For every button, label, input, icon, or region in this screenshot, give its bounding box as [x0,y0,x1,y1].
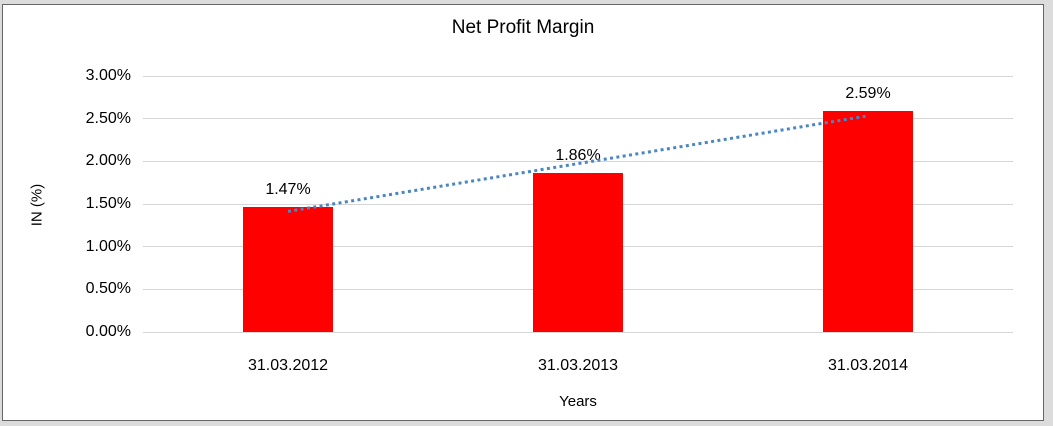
y-axis-tick-label: 0.50% [85,280,131,298]
y-axis-tick-label: 2.50% [85,109,131,127]
plot-area: 1.47% 1.86% 2.59% [143,75,1013,333]
y-axis-tick-label: 1.00% [85,237,131,255]
x-axis-title: Years [559,393,597,410]
x-axis: 31.03.2012 31.03.2013 31.03.2014 [143,357,1013,377]
bar-data-label: 2.59% [845,85,891,102]
gridline [143,75,1013,77]
bar-31.03.2013 [533,173,623,332]
trendline-segment [287,114,869,213]
bar-31.03.2012 [243,206,333,332]
trendline [287,114,869,213]
y-axis-tick-label: 3.00% [85,67,131,84]
y-axis: 0.00% 0.50% 1.00% 1.50% 2.00% 2.50% 3.00% [3,67,131,340]
chart-frame: Net Profit Margin IN (%) 0.00% 0.50% 1.00%… [2,4,1044,421]
bar-31.03.2014 [823,111,913,332]
bar-data-label: 1.86% [555,147,601,165]
chart-title: Net Profit Margin [451,17,595,38]
gridline [143,331,1013,333]
y-axis-tick-label: 2.00% [85,152,131,170]
gridline [143,160,1013,162]
y-axis-tick-label: 1.50% [85,195,131,212]
gridline [143,118,1013,120]
y-axis-tick-label: 0.00% [85,323,131,340]
x-axis-category-label: 31.03.2013 [537,357,619,374]
x-axis-category-label: 31.03.2014 [827,357,909,374]
bar-data-label: 1.47% [265,180,311,198]
x-axis-category-label: 31.03.2012 [247,357,329,374]
